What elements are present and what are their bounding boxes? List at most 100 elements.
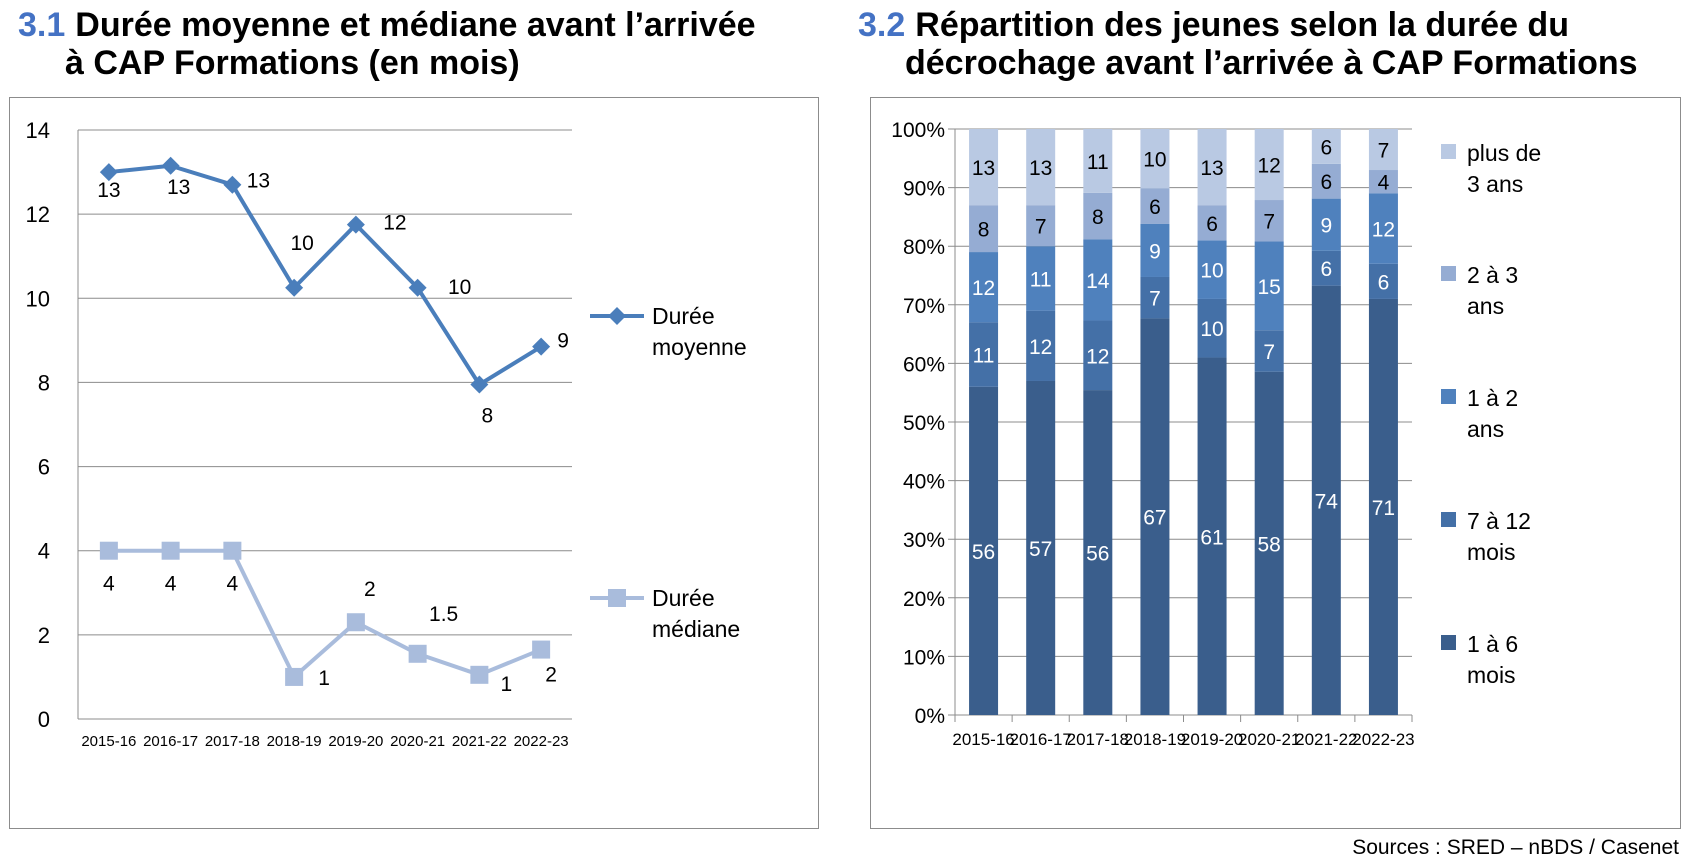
- bar-data-label: 9: [1320, 215, 1332, 238]
- y-tick-label: 80%: [903, 236, 945, 259]
- bar-segment: [1197, 129, 1227, 206]
- bar-segment: [1140, 188, 1170, 224]
- y-tick-label: 4: [38, 539, 50, 564]
- y-tick-label: 50%: [903, 412, 945, 435]
- data-point: [285, 278, 304, 297]
- bar-segment: [1368, 193, 1398, 264]
- bar-data-label: 7: [1263, 211, 1275, 234]
- bar-segment: [1368, 263, 1398, 299]
- x-tick-label: 2020-21: [1238, 730, 1300, 749]
- bar-data-label: 12: [1086, 345, 1109, 368]
- y-tick-label: 0%: [915, 705, 945, 728]
- data-label: 10: [448, 276, 471, 299]
- bar-segment: [1140, 129, 1170, 189]
- bar-data-label: 13: [972, 157, 995, 180]
- data-point: [408, 644, 427, 663]
- legend-label: 2 à 3: [1467, 262, 1518, 288]
- bar-data-label: 12: [1258, 155, 1281, 178]
- bar-segment: [1026, 246, 1056, 311]
- y-tick-label: 60%: [903, 353, 945, 376]
- chart-1-title: 3.1 Durée moyenne et médiane avant l’arri…: [18, 6, 756, 82]
- bar-segment: [1254, 241, 1284, 331]
- legend-swatch: [1441, 144, 1456, 159]
- bar-segment: [969, 322, 999, 387]
- bar-segment: [1254, 330, 1284, 372]
- data-point: [285, 667, 304, 686]
- x-tick-label: 2019-20: [1181, 730, 1243, 749]
- bar-data-label: 4: [1378, 172, 1390, 195]
- data-point: [532, 640, 551, 659]
- data-point: [470, 375, 489, 394]
- x-tick-label: 2021-22: [1295, 730, 1357, 749]
- bar-segment: [1311, 250, 1341, 286]
- x-tick-label: 2017-18: [205, 733, 260, 750]
- data-point: [223, 541, 242, 560]
- bar-segment: [1026, 205, 1056, 247]
- data-point: [161, 541, 180, 560]
- data-point: [346, 613, 365, 632]
- bar-data-label: 74: [1315, 490, 1339, 513]
- chart-2-title: 3.2 Répartition des jeunes selon la durée…: [858, 6, 1638, 82]
- bar-segment: [1311, 285, 1341, 715]
- data-point: [99, 163, 118, 182]
- bar-segment: [1026, 129, 1056, 206]
- bar-data-label: 10: [1200, 318, 1223, 341]
- legend-label: Durée: [652, 303, 715, 329]
- y-tick-label: 14: [26, 118, 50, 143]
- legend-swatch: [1441, 635, 1456, 650]
- line-chart-panel: 0 2 4 6 8 10 12 14 2015-16 2016-17 2017-18 2018-19 2…: [9, 97, 819, 829]
- bar-data-label: 10: [1200, 260, 1223, 283]
- bar-segment: [1311, 129, 1341, 164]
- bar-data-label: 8: [1092, 206, 1104, 229]
- x-tick-label: 2019-20: [328, 733, 383, 750]
- chart-2-number: 3.2: [858, 6, 906, 44]
- legend-swatch: [1441, 512, 1456, 527]
- bar-segment: [1026, 310, 1056, 381]
- bar-segment: [1254, 129, 1284, 201]
- x-tick-label: 2015-16: [952, 730, 1014, 749]
- bar-data-label: 12: [972, 277, 995, 300]
- chart-1-number: 3.1: [18, 6, 66, 44]
- bar-segment: [1026, 380, 1056, 715]
- data-label: 4: [165, 573, 177, 596]
- bar-data-label: 58: [1258, 533, 1281, 556]
- bar-data-label: 6: [1320, 136, 1332, 159]
- bar-data-label: 6: [1206, 213, 1218, 236]
- chart-2-title-line1: Répartition des jeunes selon la durée du: [915, 6, 1569, 44]
- bar-data-label: 6: [1320, 258, 1332, 281]
- legend-label: plus de: [1467, 140, 1541, 166]
- bar-segment: [1311, 198, 1341, 251]
- bar-segment: [1083, 192, 1113, 240]
- data-point: [161, 156, 180, 175]
- bar-data-label: 7: [1035, 216, 1047, 239]
- data-point: [346, 215, 365, 234]
- bar-segment: [969, 205, 999, 253]
- data-point: [470, 665, 489, 684]
- y-tick-label: 10%: [903, 646, 945, 669]
- bar-segment: [1083, 320, 1113, 391]
- bar-data-label: 56: [1086, 543, 1109, 566]
- data-label: 12: [383, 212, 406, 235]
- x-tick-label: 2021-22: [452, 733, 507, 750]
- legend-label: 1 à 6: [1467, 631, 1518, 657]
- y-tick-label: 100%: [891, 119, 945, 142]
- chart-1-title-line2: à CAP Formations (en mois): [65, 44, 520, 82]
- x-tick-label: 2022-23: [514, 733, 569, 750]
- bar-segment: [1140, 223, 1170, 277]
- bar-data-label: 7: [1263, 341, 1275, 364]
- y-tick-label: 8: [38, 370, 50, 395]
- data-label: 2: [545, 664, 557, 687]
- bar-segment: [1197, 298, 1227, 358]
- bar-segment: [1083, 390, 1113, 715]
- data-label: 10: [290, 232, 313, 255]
- legend-label: mois: [1467, 539, 1516, 565]
- y-tick-label: 10: [26, 286, 50, 311]
- y-tick-label: 12: [26, 202, 50, 227]
- bar-segment: [1140, 276, 1170, 319]
- bar-segment: [969, 386, 999, 715]
- x-tick-label: 2018-19: [1124, 730, 1186, 749]
- y-tick-label: 90%: [903, 178, 945, 201]
- bar-segment: [1368, 170, 1398, 194]
- x-tick-label: 2016-17: [1009, 730, 1071, 749]
- bar-data-label: 10: [1143, 149, 1166, 172]
